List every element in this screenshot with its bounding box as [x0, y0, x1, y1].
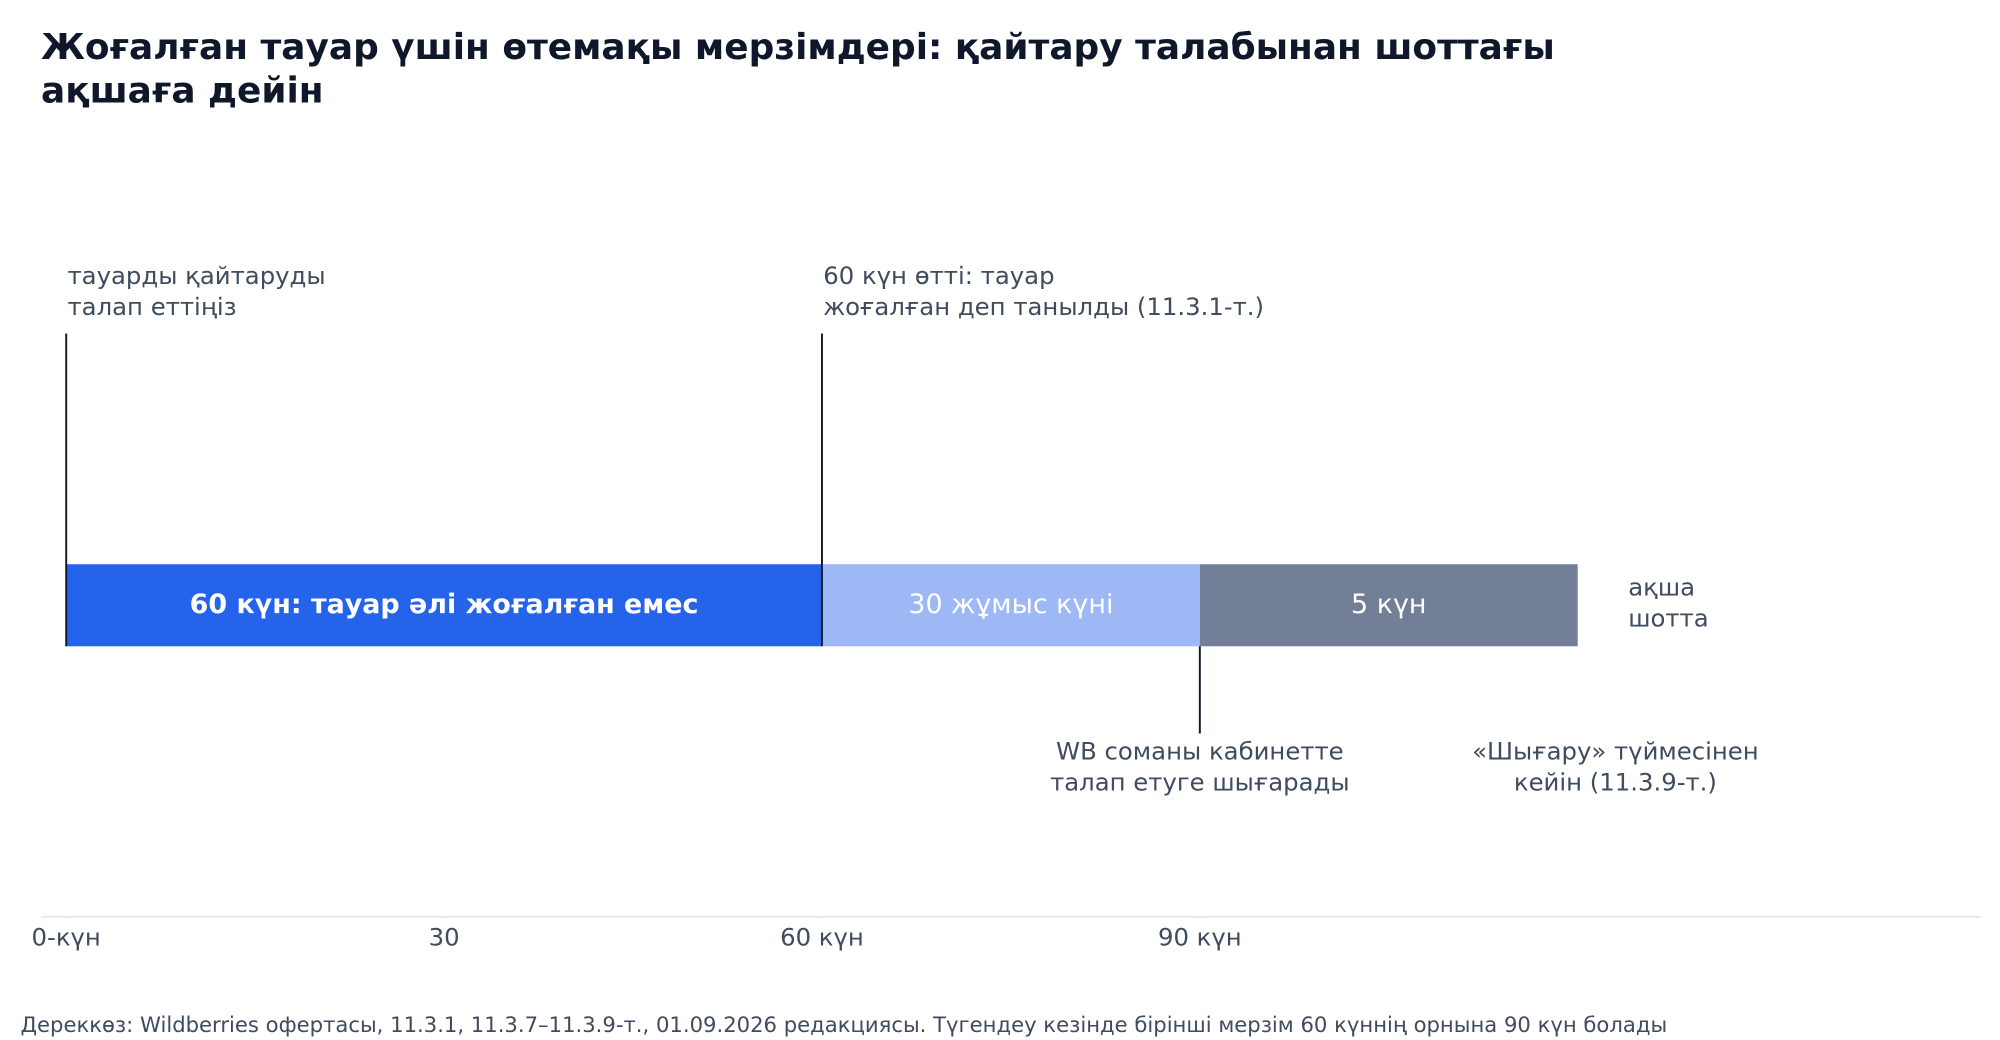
marker-label: талап еттіңіз: [67, 292, 236, 321]
x-tick-label: 0-күн: [32, 923, 101, 952]
segment-label: 30 жұмыс күні: [908, 589, 1113, 620]
segment: [821, 564, 1200, 647]
segment-label: 5 күн: [1351, 589, 1426, 620]
chart-title: Жоғалған тауар үшін өтемақы мерзімдері: …: [41, 27, 1555, 68]
marker-label: жоғалған деп танылды (11.3.1-т.): [823, 292, 1264, 321]
marker-label: 60 күн өтті: тауар: [823, 261, 1054, 290]
marker-label: тауарды қайтаруды: [67, 261, 325, 290]
end-note: «Шығару» түймесінен: [1472, 737, 1759, 766]
x-tick-label: 90 күн: [1158, 923, 1242, 952]
chart-title: ақшаға дейін: [41, 70, 324, 111]
end-label: шотта: [1628, 603, 1708, 632]
x-tick-label: 30: [429, 923, 460, 952]
source-note: Дереккөз: Wildberries офертасы, 11.3.1, …: [21, 1012, 1668, 1037]
end-label: ақша: [1628, 573, 1695, 602]
segment-label: 60 күн: тауар әлі жоғалған емес: [190, 589, 699, 620]
marker-label: WB соманы кабинетте: [1056, 737, 1344, 766]
x-tick-label: 60 күн: [780, 923, 864, 952]
marker-label: талап етуге шығарады: [1050, 767, 1350, 796]
segment: [66, 564, 822, 647]
end-note: кейін (11.3.9-т.): [1514, 767, 1717, 796]
segment: [1199, 564, 1578, 647]
